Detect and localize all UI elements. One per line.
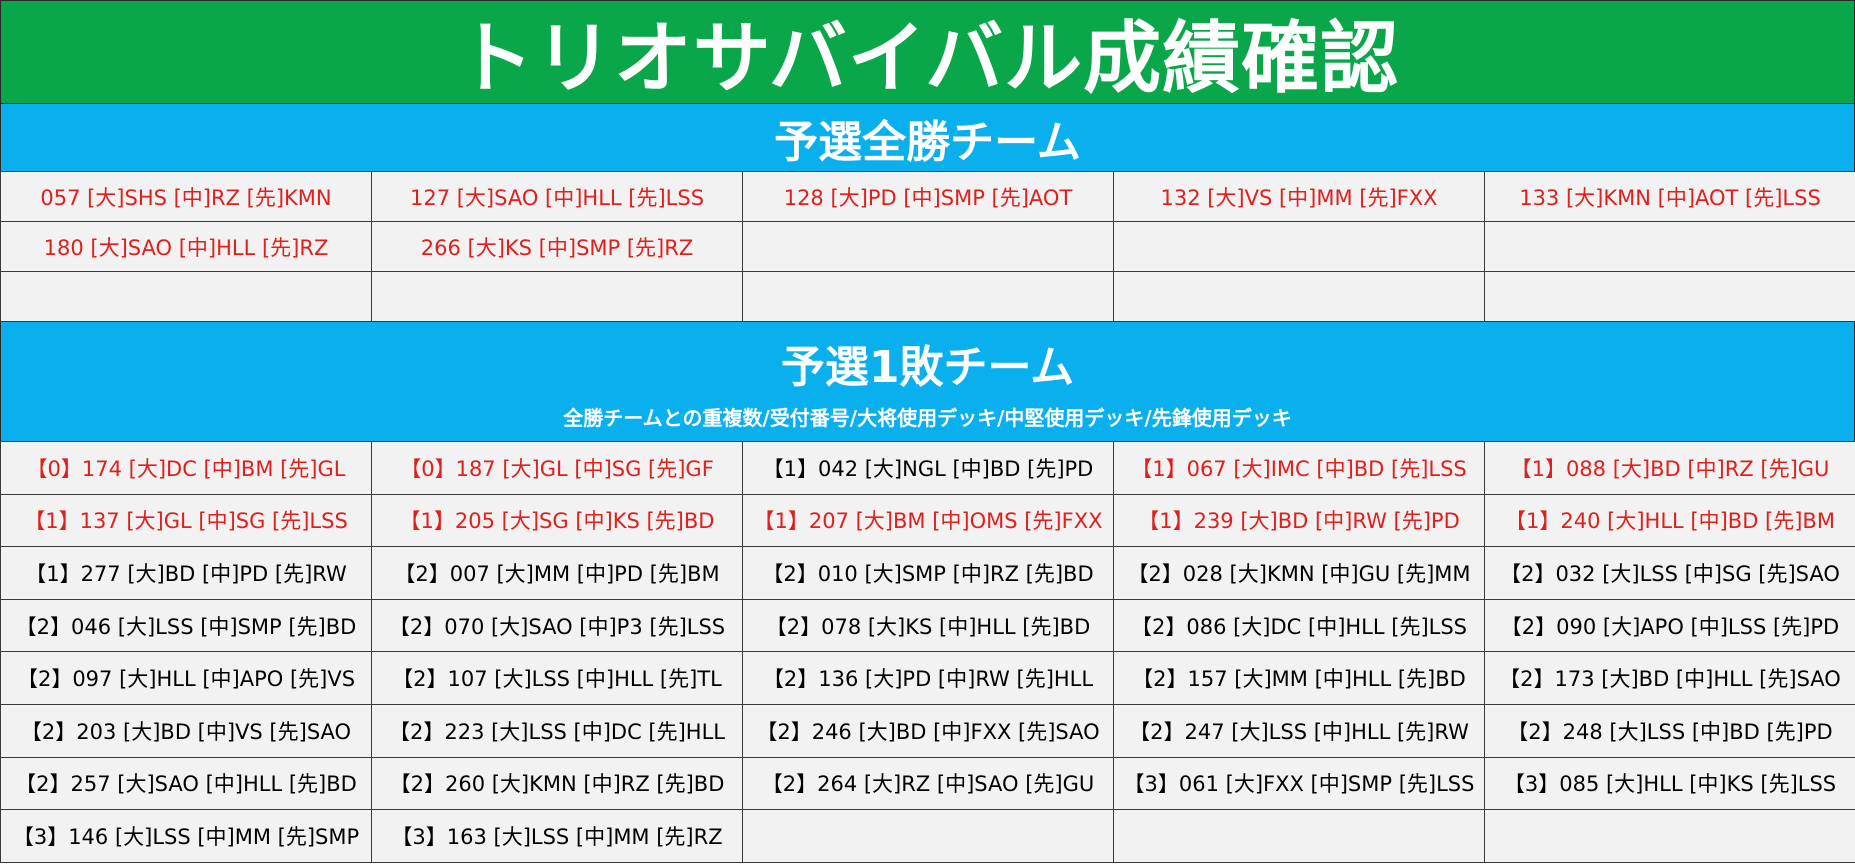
table-row: 【2】046 [大]LSS [中]SMP [先]BD 【2】070 [大]SAO … [0, 598, 1855, 653]
team-cell [371, 271, 743, 322]
team-cell: 【1】042 [大]NGL [中]BD [先]PD [742, 441, 1114, 495]
team-cell: 【2】260 [大]KMN [中]RZ [先]BD [371, 756, 743, 811]
team-cell: 【1】137 [大]GL [中]SG [先]LSS [0, 493, 372, 548]
page-title: トリオサバイバル成績確認 [0, 0, 1855, 104]
team-cell: 266 [大]KS [中]SMP [先]RZ [371, 221, 743, 272]
team-cell: 【3】146 [大]LSS [中]MM [先]SMP [0, 809, 372, 863]
team-cell: 【1】240 [大]HLL [中]BD [先]BM [1484, 493, 1855, 548]
team-cell: 【2】097 [大]HLL [中]APO [先]VS [0, 651, 372, 705]
team-cell: 【2】070 [大]SAO [中]P3 [先]LSS [371, 598, 743, 653]
section-header-undefeated: 予選全勝チーム [0, 104, 1855, 171]
table-row: 【2】097 [大]HLL [中]APO [先]VS 【2】107 [大]LSS … [0, 651, 1855, 705]
one-loss-teams-table: 【0】174 [大]DC [中]BM [先]GL 【0】187 [大]GL [中]… [0, 441, 1855, 863]
table-row [0, 271, 1855, 322]
team-cell: 057 [大]SHS [中]RZ [先]KMN [0, 171, 372, 222]
team-cell: 【1】277 [大]BD [中]PD [先]RW [0, 546, 372, 600]
undefeated-teams-table: 057 [大]SHS [中]RZ [先]KMN 127 [大]SAO [中]HLL… [0, 171, 1855, 322]
team-cell: 【2】028 [大]KMN [中]GU [先]MM [1113, 546, 1485, 600]
team-cell: 【2】090 [大]APO [中]LSS [先]PD [1484, 598, 1855, 653]
team-cell: 【2】223 [大]LSS [中]DC [先]HLL [371, 703, 743, 758]
team-cell: 【2】046 [大]LSS [中]SMP [先]BD [0, 598, 372, 653]
section-subheading-legend: 全勝チームとの重複数/受付番号/大将使用デッキ/中堅使用デッキ/先鋒使用デッキ [563, 406, 1292, 430]
team-cell: 【2】136 [大]PD [中]RW [先]HLL [742, 651, 1114, 705]
team-cell: 【1】239 [大]BD [中]RW [先]PD [1113, 493, 1485, 548]
team-cell [1484, 809, 1855, 863]
team-cell: 【2】107 [大]LSS [中]HLL [先]TL [371, 651, 743, 705]
team-cell: 【2】203 [大]BD [中]VS [先]SAO [0, 703, 372, 758]
team-cell: 【2】173 [大]BD [中]HLL [先]SAO [1484, 651, 1855, 705]
team-cell: 180 [大]SAO [中]HLL [先]RZ [0, 221, 372, 272]
table-row: 057 [大]SHS [中]RZ [先]KMN 127 [大]SAO [中]HLL… [0, 171, 1855, 222]
team-cell [1113, 221, 1485, 272]
team-cell [1484, 221, 1855, 272]
team-cell [742, 221, 1114, 272]
team-cell [1113, 271, 1485, 322]
table-row: 【2】257 [大]SAO [中]HLL [先]BD 【2】260 [大]KMN … [0, 756, 1855, 811]
team-cell: 【2】246 [大]BD [中]FXX [先]SAO [742, 703, 1114, 758]
team-cell: 【0】174 [大]DC [中]BM [先]GL [0, 441, 372, 495]
team-cell: 【2】264 [大]RZ [中]SAO [先]GU [742, 756, 1114, 811]
table-row: 【2】203 [大]BD [中]VS [先]SAO 【2】223 [大]LSS [… [0, 703, 1855, 758]
table-row: 【1】137 [大]GL [中]SG [先]LSS 【1】205 [大]SG [中… [0, 493, 1855, 548]
team-cell: 132 [大]VS [中]MM [先]FXX [1113, 171, 1485, 222]
section-heading-undefeated: 予選全勝チーム [774, 116, 1081, 168]
team-cell [0, 271, 372, 322]
team-cell: 【2】007 [大]MM [中]PD [先]BM [371, 546, 743, 600]
team-cell: 【2】257 [大]SAO [中]HLL [先]BD [0, 756, 372, 811]
team-cell: 【2】157 [大]MM [中]HLL [先]BD [1113, 651, 1485, 705]
team-cell: 【3】163 [大]LSS [中]MM [先]RZ [371, 809, 743, 863]
team-cell: 【2】248 [大]LSS [中]BD [先]PD [1484, 703, 1855, 758]
team-cell: 133 [大]KMN [中]AOT [先]LSS [1484, 171, 1855, 222]
section-heading-one-loss: 予選1敗チーム [780, 342, 1075, 393]
table-row: 【3】146 [大]LSS [中]MM [先]SMP 【3】163 [大]LSS … [0, 809, 1855, 863]
team-cell: 【2】032 [大]LSS [中]SG [先]SAO [1484, 546, 1855, 600]
team-cell: 【1】207 [大]BM [中]OMS [先]FXX [742, 493, 1114, 548]
table-row: 【0】174 [大]DC [中]BM [先]GL 【0】187 [大]GL [中]… [0, 441, 1855, 495]
table-row: 180 [大]SAO [中]HLL [先]RZ 266 [大]KS [中]SMP … [0, 221, 1855, 272]
team-cell: 【1】205 [大]SG [中]KS [先]BD [371, 493, 743, 548]
team-cell: 【2】010 [大]SMP [中]RZ [先]BD [742, 546, 1114, 600]
team-cell [742, 809, 1114, 863]
team-cell: 【2】086 [大]DC [中]HLL [先]LSS [1113, 598, 1485, 653]
team-cell: 【2】078 [大]KS [中]HLL [先]BD [742, 598, 1114, 653]
team-cell: 【3】061 [大]FXX [中]SMP [先]LSS [1113, 756, 1485, 811]
team-cell: 【1】067 [大]IMC [中]BD [先]LSS [1113, 441, 1485, 495]
table-row: 【1】277 [大]BD [中]PD [先]RW 【2】007 [大]MM [中]… [0, 546, 1855, 600]
team-cell: 【2】247 [大]LSS [中]HLL [先]RW [1113, 703, 1485, 758]
team-cell [1484, 271, 1855, 322]
team-cell [742, 271, 1114, 322]
team-cell: 【0】187 [大]GL [中]SG [先]GF [371, 441, 743, 495]
team-cell: 【1】088 [大]BD [中]RZ [先]GU [1484, 441, 1855, 495]
team-cell: 127 [大]SAO [中]HLL [先]LSS [371, 171, 743, 222]
section-header-one-loss: 予選1敗チーム 全勝チームとの重複数/受付番号/大将使用デッキ/中堅使用デッキ/… [0, 322, 1855, 441]
team-cell: 【3】085 [大]HLL [中]KS [先]LSS [1484, 756, 1855, 811]
team-cell: 128 [大]PD [中]SMP [先]AOT [742, 171, 1114, 222]
team-cell [1113, 809, 1485, 863]
